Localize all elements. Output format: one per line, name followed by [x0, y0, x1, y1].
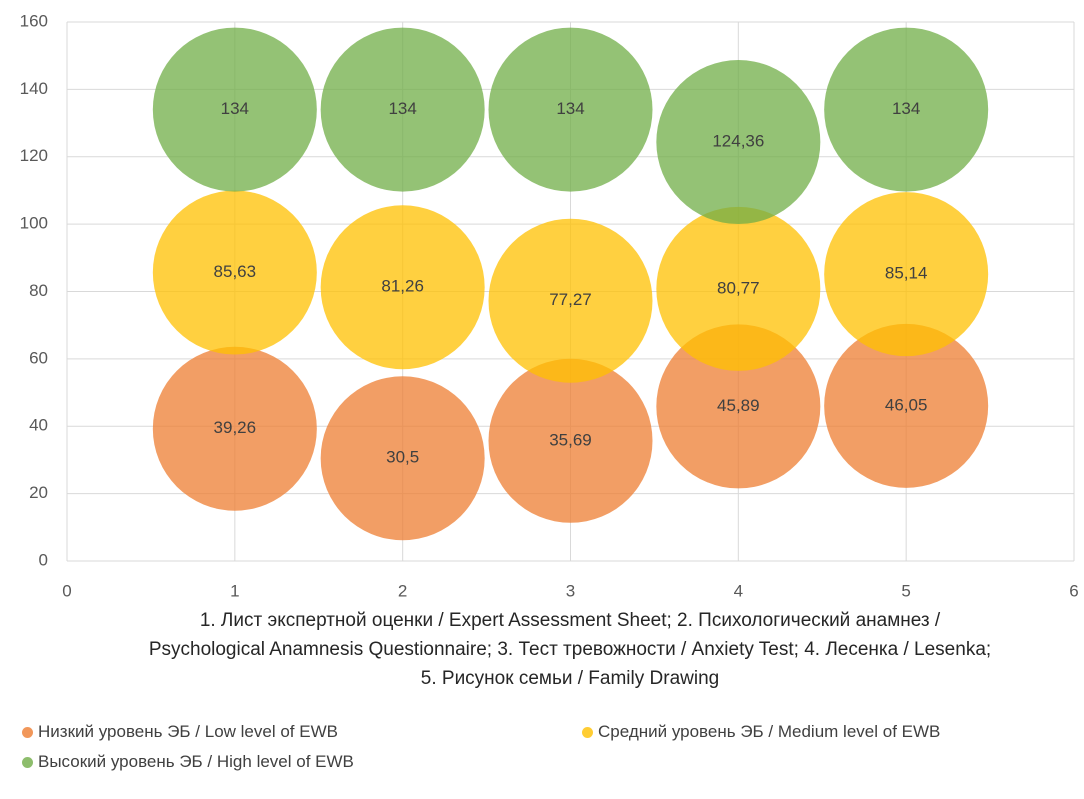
legend-label: Средний уровень ЭБ / Medium level of EWB — [598, 722, 941, 741]
data-label: 85,63 — [214, 262, 257, 281]
data-label: 134 — [388, 99, 416, 118]
bubble — [320, 205, 485, 370]
y-tick-label: 140 — [20, 79, 48, 98]
y-tick-label: 60 — [29, 348, 48, 367]
legend-item: Низкий уровень ЭБ / Low level of EWB — [22, 722, 338, 742]
data-label: 45,89 — [717, 396, 760, 415]
legend-swatch — [582, 726, 593, 738]
data-label: 134 — [892, 99, 920, 118]
bubble — [824, 323, 989, 488]
data-label: 46,05 — [885, 395, 928, 414]
y-tick-label: 20 — [29, 483, 48, 502]
bubble — [320, 27, 485, 192]
data-label: 124,36 — [712, 132, 764, 151]
data-label: 134 — [221, 99, 249, 118]
x-tick-label: 5 — [901, 581, 910, 600]
data-label: 30,5 — [386, 448, 419, 467]
data-label: 77,27 — [549, 290, 592, 309]
bubble — [152, 190, 317, 355]
x-axis-label: 1. Лист экспертной оценки / Expert Asses… — [148, 610, 992, 689]
legend-swatch — [22, 726, 33, 738]
y-tick-label: 160 — [20, 11, 48, 30]
data-label: 35,69 — [549, 430, 592, 449]
y-tick-label: 100 — [20, 214, 48, 233]
bubble — [824, 192, 989, 357]
bubble — [488, 218, 653, 383]
x-tick-label: 2 — [398, 581, 407, 600]
legend-item: Высокий уровень ЭБ / High level of EWB — [22, 752, 354, 772]
legend-item: Средний уровень ЭБ / Medium level of EWB — [582, 722, 940, 742]
legend-label: Высокий уровень ЭБ / High level of EWB — [38, 752, 354, 771]
data-label: 39,26 — [214, 418, 257, 437]
y-tick-label: 0 — [39, 550, 48, 569]
data-label: 134 — [556, 99, 584, 118]
bubble — [152, 27, 317, 192]
y-tick-label: 40 — [29, 416, 48, 435]
legend-label: Низкий уровень ЭБ / Low level of EWB — [38, 722, 338, 741]
x-tick-label: 3 — [566, 581, 575, 600]
y-tick-label: 120 — [20, 146, 48, 165]
bubble — [656, 60, 821, 225]
bubble — [824, 27, 989, 192]
x-tick-label: 6 — [1069, 581, 1078, 600]
x-tick-label: 1 — [230, 581, 239, 600]
x-tick-label: 0 — [62, 581, 71, 600]
y-tick-label: 80 — [29, 281, 48, 300]
x-tick-label: 4 — [734, 581, 743, 600]
data-label: 81,26 — [381, 277, 424, 296]
legend-swatch — [22, 756, 33, 768]
bubble — [488, 358, 653, 523]
bubble — [488, 27, 653, 192]
data-label: 85,14 — [885, 264, 928, 283]
plot: 0 20 40 60 80 100 120 140 160 0 1 2 3 4 5 6 39,26 30,5 35,… — [20, 11, 1079, 600]
bubble — [152, 346, 317, 511]
data-label: 80,77 — [717, 278, 760, 297]
bubble — [320, 376, 485, 541]
bubble — [656, 324, 821, 489]
bubble — [656, 206, 821, 371]
